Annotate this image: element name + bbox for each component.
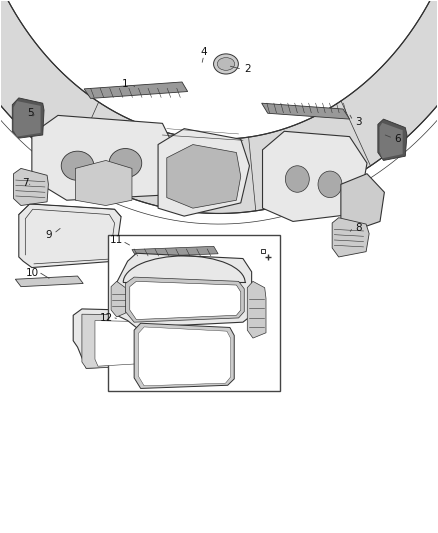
Polygon shape: [14, 168, 48, 206]
Polygon shape: [247, 281, 266, 338]
Polygon shape: [378, 119, 407, 160]
Polygon shape: [75, 160, 132, 206]
Polygon shape: [332, 217, 369, 257]
Bar: [108, 235, 280, 391]
Ellipse shape: [61, 151, 94, 180]
Polygon shape: [262, 131, 367, 221]
Polygon shape: [19, 204, 121, 268]
Text: 9: 9: [45, 230, 52, 240]
Ellipse shape: [217, 58, 235, 70]
Polygon shape: [95, 320, 179, 366]
Text: 2: 2: [244, 64, 251, 74]
Polygon shape: [158, 128, 250, 216]
Text: 5: 5: [28, 108, 34, 118]
Text: 11: 11: [110, 235, 124, 245]
Ellipse shape: [318, 171, 342, 198]
Text: 12: 12: [100, 313, 113, 324]
Ellipse shape: [109, 149, 142, 177]
Polygon shape: [15, 276, 83, 287]
Polygon shape: [125, 277, 244, 322]
Polygon shape: [134, 323, 234, 389]
Ellipse shape: [214, 54, 238, 74]
Polygon shape: [261, 103, 350, 119]
Text: 4: 4: [201, 47, 207, 56]
Polygon shape: [111, 281, 126, 317]
Text: 8: 8: [355, 223, 362, 233]
Polygon shape: [341, 174, 385, 232]
Polygon shape: [380, 123, 403, 158]
Polygon shape: [117, 253, 252, 327]
Polygon shape: [73, 309, 199, 368]
Polygon shape: [84, 82, 187, 99]
Text: 3: 3: [355, 117, 362, 127]
Text: 1: 1: [122, 78, 129, 88]
Polygon shape: [132, 246, 218, 257]
Polygon shape: [12, 98, 44, 138]
Polygon shape: [32, 115, 176, 200]
Text: 10: 10: [26, 268, 39, 278]
Polygon shape: [0, 0, 438, 214]
Text: 6: 6: [394, 134, 401, 144]
Polygon shape: [82, 314, 197, 368]
Polygon shape: [130, 281, 241, 319]
Polygon shape: [167, 144, 241, 208]
Polygon shape: [138, 327, 231, 386]
Text: 7: 7: [22, 177, 28, 188]
Polygon shape: [14, 101, 41, 136]
Ellipse shape: [286, 166, 309, 192]
